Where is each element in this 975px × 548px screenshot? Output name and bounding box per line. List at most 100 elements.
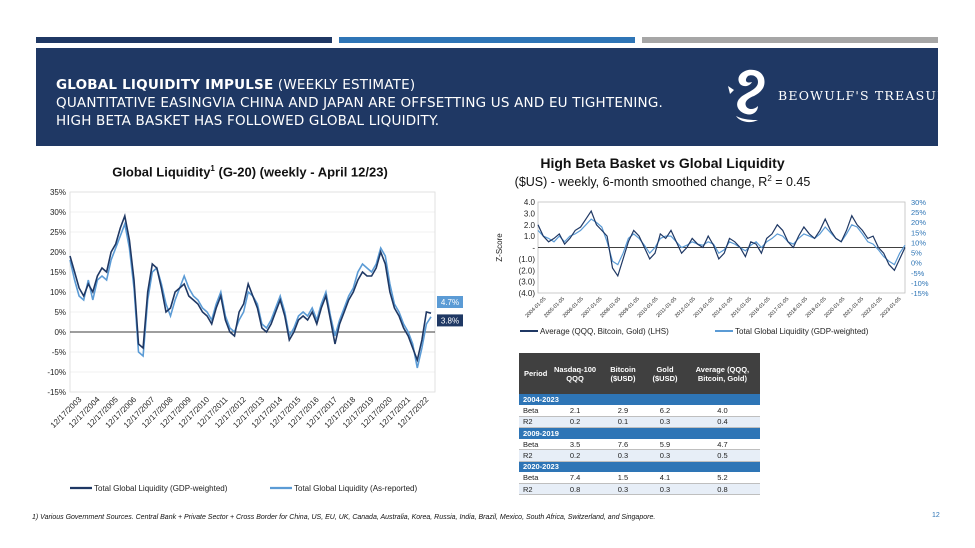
- table-cell: 0.3: [600, 449, 646, 462]
- chart2-right-tick: 0%: [911, 259, 922, 268]
- table-cell: 0.2: [549, 416, 601, 429]
- chart2-legend-label: Total Global Liquidity (GDP-weighted): [735, 327, 869, 336]
- chart2-right-tick: -5%: [911, 269, 925, 278]
- chart2-left-tick: 2.0: [524, 221, 536, 230]
- table-header-cell: Gold ($USD): [645, 353, 685, 394]
- table-group-label: 2009-2019: [519, 427, 760, 439]
- chart1-y-tick: 5%: [54, 308, 66, 317]
- table-header-cell: Nasdaq-100 QQQ: [549, 353, 601, 394]
- chart1-y-tick: -5%: [52, 348, 66, 357]
- table-cell: 5.2: [684, 472, 760, 485]
- chart1-y-tick: 15%: [50, 268, 66, 277]
- table-header-cell: Average (QQQ, Bitcoin, Gold): [684, 353, 760, 394]
- table-cell: 1.5: [600, 472, 646, 485]
- table-group-row: 2009-2019: [519, 427, 760, 439]
- chart2-subtitle-rest: = 0.45: [771, 175, 811, 190]
- table-cell: 2.1: [549, 405, 601, 417]
- table-cell: 0.8: [684, 483, 760, 496]
- chart1-end-label-box: [437, 314, 463, 327]
- page-number: 12: [932, 512, 940, 519]
- table-cell: 0.5: [684, 449, 760, 462]
- table-cell: 4.1: [645, 472, 685, 485]
- table-cell: Beta: [519, 472, 550, 485]
- logo-text: BEOWULF'S TREASURY: [778, 88, 957, 103]
- chart1-y-tick: 35%: [50, 188, 66, 197]
- table-cell: 4.7: [684, 438, 760, 451]
- table-cell: 0.8: [549, 483, 601, 496]
- chart1-title: Global Liquidity1 (G-20) (weekly - April…: [40, 164, 460, 179]
- slide-title-bold: GLOBAL LIQUIDITY IMPULSE: [56, 77, 274, 93]
- dragon-icon: [728, 69, 765, 123]
- chart1-end-label-box: [437, 296, 463, 308]
- chart1-y-tick: 20%: [50, 248, 66, 257]
- chart2-title: High Beta Basket vs Global Liquidity: [540, 155, 785, 171]
- table-row: Beta 2.1 2.9 6.2 4.0: [519, 405, 760, 417]
- chart2-left-tick: 1.0: [524, 232, 536, 241]
- chart2-right-tick: 15%: [911, 228, 926, 237]
- table-cell: 2.9: [600, 405, 646, 417]
- table-cell: Beta: [519, 405, 550, 417]
- chart2-right-tick: 25%: [911, 208, 926, 217]
- table-cell: 3.5: [549, 438, 601, 451]
- table-group-row: 2004-2023: [519, 394, 760, 406]
- chart2-left-tick: -: [532, 244, 535, 253]
- chart1-legend-label: Total Global Liquidity (As-reported): [294, 484, 418, 493]
- chart1-title-rest: (G-20) (weekly - April 12/23): [214, 164, 388, 180]
- header-banner: GLOBAL LIQUIDITY IMPULSE (WEEKLY ESTIMAT…: [36, 48, 956, 146]
- chart1-end-label: 3.8%: [441, 316, 459, 325]
- table-cell: 0.2: [549, 449, 601, 462]
- top-accent-bar-blue: [339, 37, 635, 43]
- chart2-left-tick: (3.0): [519, 278, 536, 287]
- chart1-y-tick: -10%: [47, 368, 66, 377]
- chart1-y-tick: 25%: [50, 228, 66, 237]
- chart1-y-tick: 0%: [54, 328, 66, 337]
- chart2-right-tick: 30%: [911, 198, 926, 207]
- chart1-end-label: 4.7%: [441, 298, 459, 307]
- table-cell: 0.3: [600, 483, 646, 496]
- table-cell: R2: [519, 483, 550, 496]
- chart1-y-tick: 10%: [50, 288, 66, 297]
- chart2-right-tick: -15%: [911, 289, 929, 298]
- slide-title-rest: (WEEKLY ESTIMATE): [273, 77, 416, 93]
- table-cell: Beta: [519, 438, 550, 451]
- chart1-title-sup: 1: [210, 164, 215, 173]
- footnote: 1) Various Government Sources. Central B…: [32, 514, 656, 521]
- chart2-left-tick: 3.0: [524, 209, 536, 218]
- beta-stats-table: Period Nasdaq-100 QQQ Bitcoin ($USD) Gold (…: [519, 353, 760, 496]
- chart1-title-main: Global Liquidity: [112, 164, 211, 180]
- chart2-right-tick: 20%: [911, 218, 926, 227]
- chart2-series-line: [537, 209, 906, 278]
- table-cell: R2: [519, 449, 550, 462]
- table-row: Beta 7.4 1.5 4.1 5.2: [519, 472, 760, 485]
- chart2-subtitle-sup: 2: [767, 174, 772, 183]
- high-beta-chart: 4.0 3.0 2.0 1.0 - (1.0) (2.0) (3.0) (4.0) 30%25%2…: [495, 198, 929, 336]
- table-group-row: 2020-2023: [519, 461, 760, 473]
- chart1-y-tick: 30%: [50, 208, 66, 217]
- table-row: Beta 3.5 7.6 5.9 4.7: [519, 438, 760, 451]
- chart2-series-line: [537, 218, 906, 266]
- slide-title: GLOBAL LIQUIDITY IMPULSE (WEEKLY ESTIMAT…: [56, 76, 696, 130]
- chart2-y-label: Z-Score: [495, 233, 504, 262]
- table-cell: 7.6: [600, 438, 646, 451]
- table-group-label: 2004-2023: [519, 394, 760, 406]
- chart2-subtitle-main: ($US) - weekly, 6-month smoothed change,…: [514, 175, 768, 190]
- table-cell: R2: [519, 416, 550, 429]
- global-liquidity-chart: 35%30%25%20%15%10%5%0%-5%-10%-15%12/17/2…: [47, 188, 463, 493]
- slide-subtitle: QUANTITATIVE EASINGVIA CHINA AND JAPAN A…: [56, 95, 663, 129]
- beowulf-logo: BEOWULF'S TREASURY: [718, 66, 956, 126]
- top-accent-bar-gray: [642, 37, 938, 43]
- chart1-series-line: [69, 213, 432, 363]
- table-cell: 0.1: [600, 416, 646, 429]
- chart2-left-tick: (4.0): [519, 289, 536, 298]
- table-row: R2 0.2 0.1 0.3 0.4: [519, 416, 760, 429]
- table-cell: 0.3: [645, 483, 685, 496]
- table-cell: 7.4: [549, 472, 601, 485]
- chart2-left-tick: (2.0): [519, 266, 536, 275]
- chart2-left-tick: 4.0: [524, 198, 536, 207]
- chart2-legend-label: Average (QQQ, Bitcoin, Gold) (LHS): [540, 327, 669, 336]
- chart2-right-tick: 10%: [911, 238, 926, 247]
- table-cell: 0.3: [645, 449, 685, 462]
- chart1-y-tick: -15%: [47, 388, 66, 397]
- table-row: R2 0.8 0.3 0.3 0.8: [519, 483, 760, 496]
- chart2-right-tick: 5%: [911, 249, 922, 258]
